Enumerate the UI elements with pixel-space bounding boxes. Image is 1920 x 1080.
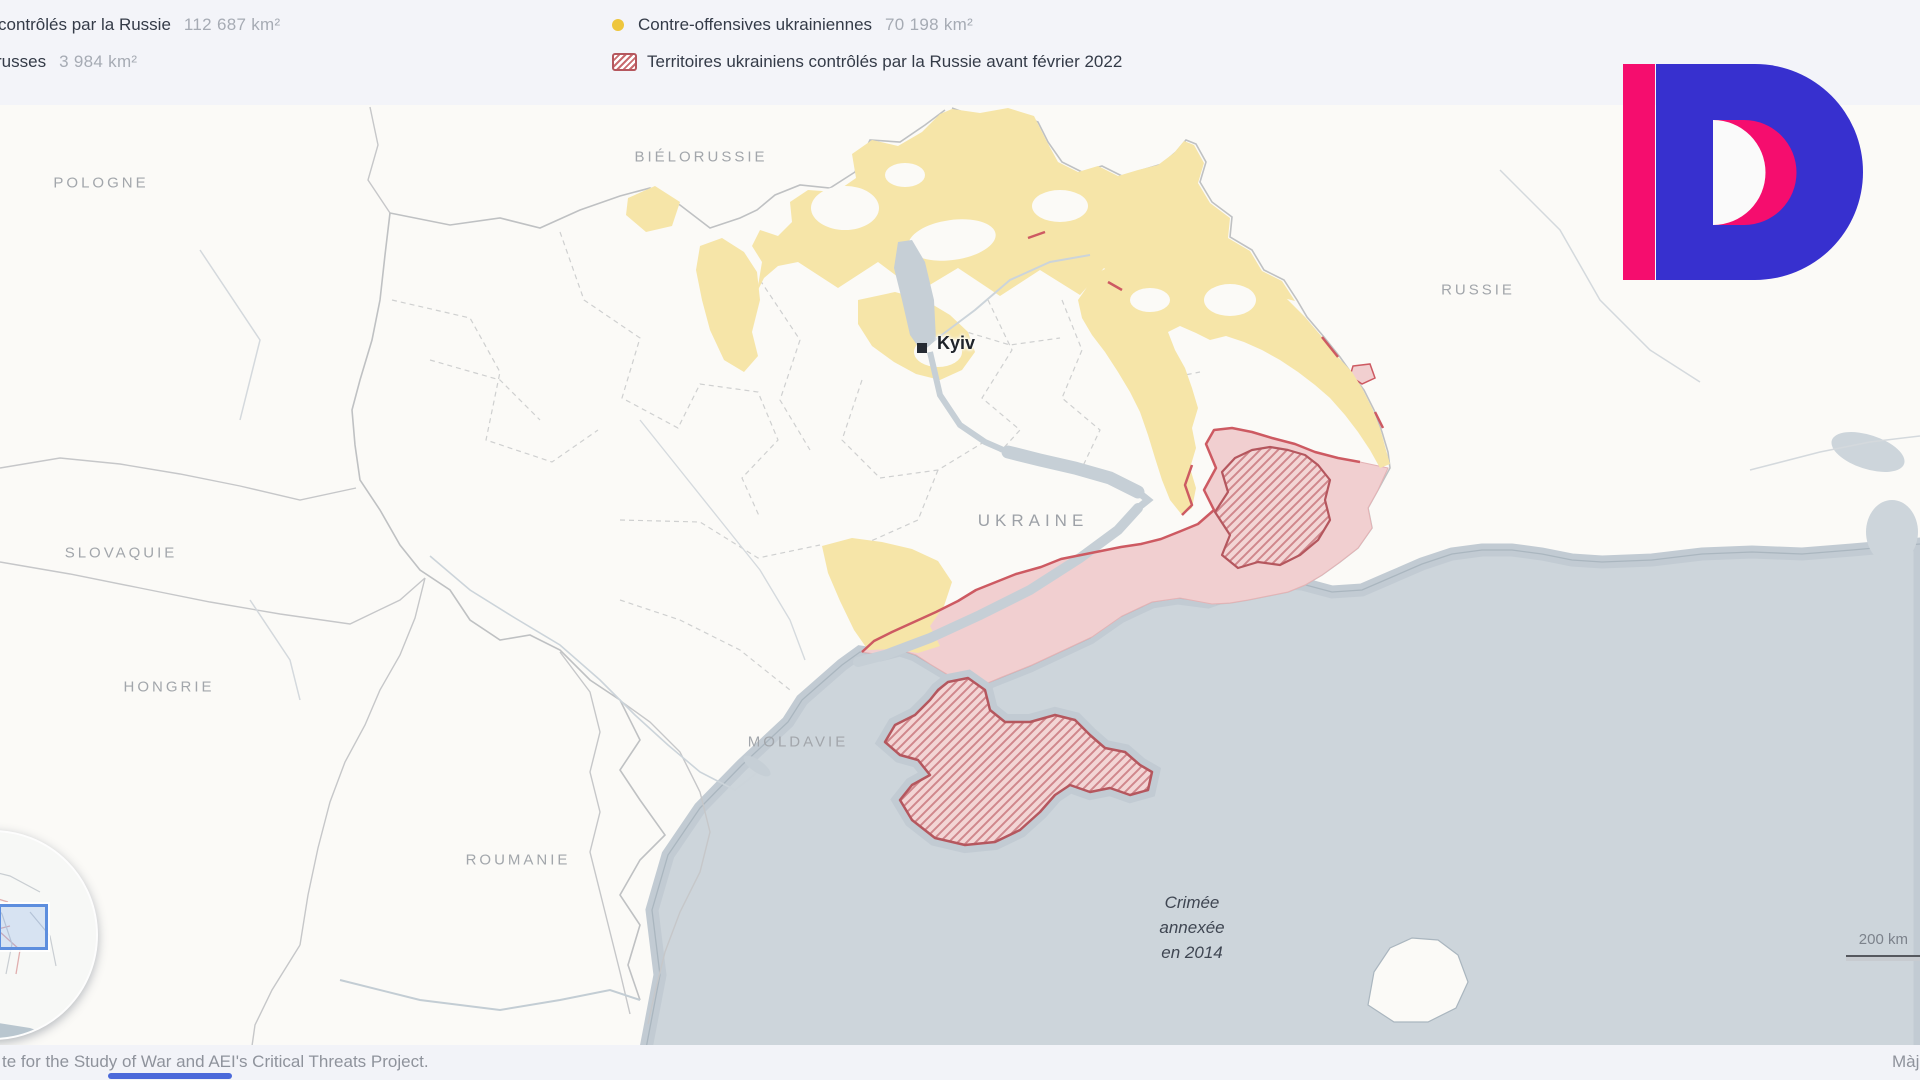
legend-value-russian-gains: 3 984 km² xyxy=(59,52,138,71)
country-label-hongrie: HONGRIE xyxy=(123,678,215,696)
country-label-russie: RUSSIE xyxy=(1441,281,1515,299)
kyiv-city-label: Kyiv xyxy=(937,333,976,353)
globe-borders-red xyxy=(0,898,21,975)
legend-label-russian-control: contrôlés par la Russie xyxy=(0,15,171,34)
danube-river xyxy=(339,979,641,1012)
rivers-foreign xyxy=(199,169,1920,701)
lake-right-2 xyxy=(1866,500,1918,564)
pre2022-hatch-icon xyxy=(612,53,637,71)
mini-scrollbar-thumb[interactable] xyxy=(108,1073,232,1079)
country-label-ukraine: UKRAINE xyxy=(977,511,1089,530)
country-label-bielorussie: BIÉLORUSSIE xyxy=(634,148,768,166)
legend-item-counter-offensives: Contre-offensives ukrainiennes 70 198 km… xyxy=(612,15,973,35)
legend-item-russian-control: contrôlés par la Russie 112 687 km² xyxy=(0,15,280,35)
frontline xyxy=(861,230,1385,653)
counter-offensive-areas xyxy=(626,108,1390,653)
legend-value-counter-offensives: 70 198 km² xyxy=(885,15,974,34)
dnipro-river xyxy=(429,240,1154,791)
updated-text: Màj xyxy=(1892,1052,1920,1071)
attribution-footer: te for the Study of War and AEI's Critic… xyxy=(0,1045,1920,1080)
country-label-moldavie: MOLDAVIE xyxy=(747,733,849,751)
legend-label-counter-offensives: Contre-offensives ukrainiennes xyxy=(638,15,873,34)
crimea-annotation-line2: annexée xyxy=(1159,918,1225,937)
attribution-text: te for the Study of War and AEI's Critic… xyxy=(2,1052,429,1071)
crimea-annexed xyxy=(883,676,1154,847)
legend-header: contrôlés par la Russie 112 687 km² russ… xyxy=(0,0,1920,105)
crimea-annotation: Crimée annexée en 2014 xyxy=(1159,890,1224,965)
counter-offensive-dot-icon xyxy=(612,19,624,31)
legend-label-pre2022: Territoires ukrainiens contrôlés par la … xyxy=(647,52,1123,71)
kyiv-city-marker xyxy=(917,343,927,353)
scale-bar-line xyxy=(1846,955,1920,957)
globe-coastlines xyxy=(0,872,57,975)
legend-item-russian-gains: russes 3 984 km² xyxy=(0,52,137,72)
foreign-borders xyxy=(0,106,711,1061)
country-label-pologne: POLOGNE xyxy=(53,174,149,192)
legend-value-russian-control: 112 687 km² xyxy=(183,15,281,34)
crimea-annotation-line1: Crimée xyxy=(1164,893,1220,912)
legend-label-russian-gains: russes xyxy=(0,52,47,71)
logo-inner-white-half-disc xyxy=(1713,120,1766,225)
country-label-roumanie: ROUMANIE xyxy=(465,851,571,869)
donbas-pre2022 xyxy=(1213,445,1332,570)
scale-bar-label: 200 km xyxy=(1858,931,1908,948)
logo-pink-bar xyxy=(1623,64,1655,280)
taman-peninsula xyxy=(1367,937,1469,1023)
globe-viewport-rect[interactable] xyxy=(0,904,48,950)
scale-bar-track xyxy=(1846,957,1920,961)
decodeurs-logo[interactable] xyxy=(1616,56,1872,288)
country-label-slovaquie: SLOVAQUIE xyxy=(64,544,178,562)
crimea-annotation-line3: en 2014 xyxy=(1161,943,1223,962)
lake-right-1 xyxy=(1831,432,1905,472)
legend-item-pre2022: Territoires ukrainiens contrôlés par la … xyxy=(612,52,1122,72)
